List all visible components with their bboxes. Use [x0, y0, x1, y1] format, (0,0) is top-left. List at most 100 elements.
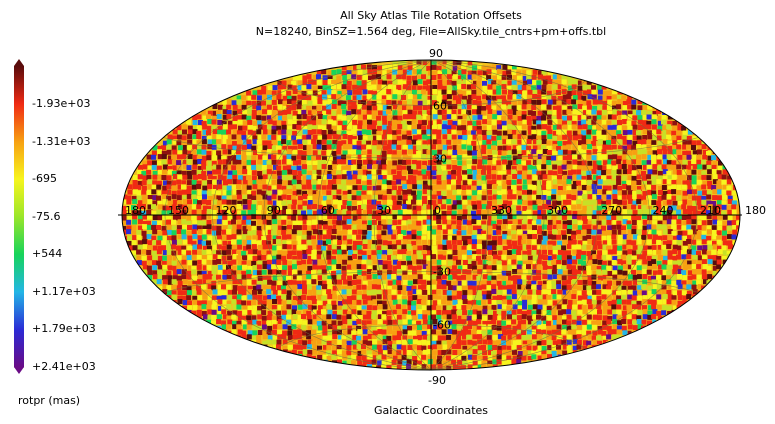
tile-cell — [397, 124, 403, 130]
tile-cell — [247, 285, 253, 291]
tile-cell — [321, 265, 327, 271]
tile-cell — [591, 155, 597, 161]
tile-cell — [391, 124, 397, 130]
tile-cell — [207, 271, 213, 276]
tile-cell — [681, 270, 687, 276]
tile-cell — [357, 104, 363, 110]
tile-cell — [502, 180, 508, 186]
tile-cell — [251, 195, 257, 201]
tile-cell — [596, 254, 602, 260]
tile-cell — [496, 155, 502, 161]
tile-cell — [212, 150, 218, 156]
tile-cell — [616, 290, 621, 296]
tile-cell — [656, 179, 662, 185]
tile-cell — [322, 125, 328, 131]
tile-cell — [306, 249, 312, 255]
tile-cell — [246, 269, 252, 275]
tile-cell — [401, 261, 407, 266]
tile-cell — [416, 180, 422, 186]
tile-cell — [377, 230, 383, 236]
tile-cell — [137, 260, 142, 266]
tile-cell — [548, 165, 553, 171]
tile-cell — [297, 209, 303, 215]
tile-cell — [312, 144, 318, 150]
tile-cell — [366, 295, 372, 301]
tile-cell — [212, 155, 217, 161]
tile-cell — [421, 250, 427, 255]
tile-cell — [496, 190, 502, 196]
tile-cell — [627, 150, 633, 156]
tile-cell — [496, 209, 502, 215]
tile-cell — [331, 235, 336, 241]
tile-cell — [193, 199, 198, 205]
tile-cell — [442, 144, 448, 150]
tile-cell — [482, 119, 488, 125]
tile-cell — [326, 195, 332, 200]
tile-cell — [676, 209, 682, 215]
tile-cell — [631, 145, 637, 151]
tile-cell — [527, 79, 532, 85]
tile-cell — [437, 109, 443, 115]
tile-cell — [557, 255, 563, 261]
tile-cell — [576, 229, 582, 235]
tile-cell — [451, 270, 457, 276]
tile-cell — [326, 174, 332, 180]
tile-cell — [672, 264, 678, 270]
tile-cell — [402, 134, 407, 140]
tile-cell — [532, 94, 538, 99]
tile-cell — [466, 189, 472, 195]
tile-cell — [626, 120, 632, 126]
tile-cell — [697, 204, 703, 210]
tile-cell — [392, 130, 398, 136]
tile-cell — [467, 139, 472, 145]
tile-cell — [541, 195, 547, 200]
tile-cell — [336, 195, 342, 201]
tile-cell — [371, 250, 377, 256]
tile-cell — [477, 150, 483, 156]
tile-cell — [391, 195, 397, 201]
tile-cell — [326, 254, 332, 260]
tile-cell — [647, 154, 653, 160]
tile-cell — [357, 160, 362, 165]
tile-cell — [622, 270, 628, 276]
tile-cell — [721, 256, 727, 261]
tile-cell — [432, 135, 438, 141]
tile-cell — [397, 254, 402, 260]
tile-cell — [551, 269, 557, 275]
tile-cell — [587, 290, 592, 296]
tile-cell — [312, 264, 318, 270]
tile-cell — [276, 159, 282, 165]
tile-cell — [582, 279, 588, 285]
tile-cell — [652, 255, 657, 261]
tile-cell — [252, 270, 258, 275]
tile-cell — [486, 280, 492, 286]
tile-cell — [416, 164, 422, 170]
tile-cell — [577, 90, 583, 96]
tile-cell — [316, 214, 322, 220]
tile-cell — [301, 100, 307, 105]
tile-cell — [511, 234, 517, 240]
tile-cell — [327, 170, 333, 176]
tile-cell — [302, 200, 308, 206]
tile-cell — [202, 274, 208, 279]
tile-cell — [381, 215, 387, 220]
tile-cell — [637, 105, 643, 111]
tile-cell — [681, 250, 686, 255]
tile-cell — [542, 215, 547, 221]
tile-cell — [586, 206, 592, 211]
tile-cell — [262, 184, 268, 190]
tile-cell — [487, 84, 493, 90]
tile-cell — [592, 254, 598, 260]
tile-cell — [552, 164, 558, 170]
tile-cell — [422, 114, 428, 120]
tile-cell — [491, 170, 497, 176]
tile-cell — [161, 175, 167, 180]
tile-cell — [637, 119, 643, 125]
tile-cell — [222, 105, 228, 111]
tile-cell — [171, 219, 177, 225]
tile-cell — [377, 164, 383, 170]
tile-cell — [691, 284, 697, 290]
tile-cell — [536, 285, 542, 290]
tile-cell — [506, 164, 512, 170]
tile-cell — [447, 129, 453, 134]
